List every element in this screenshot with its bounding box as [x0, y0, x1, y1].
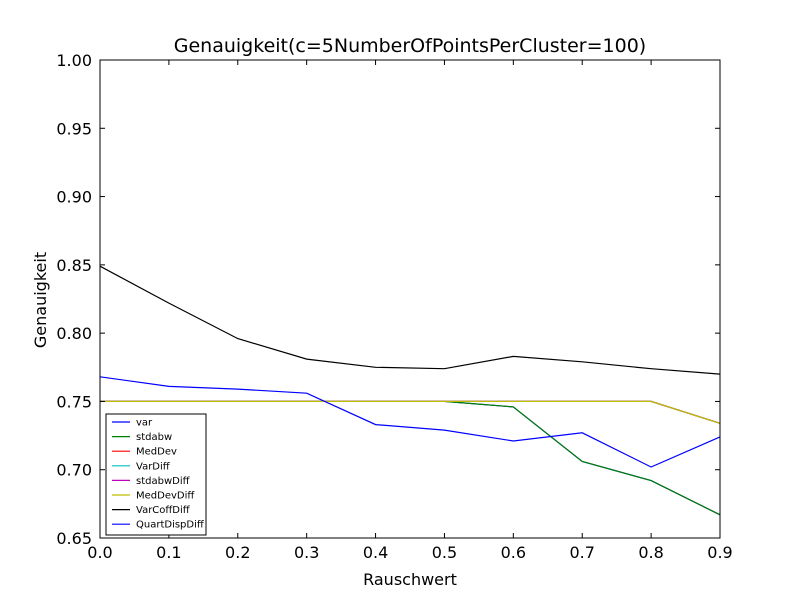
legend-label: var — [136, 418, 153, 429]
x-tick-label: 0.2 — [225, 543, 250, 562]
x-tick-label: 0.8 — [638, 543, 663, 562]
y-tick-label: 0.80 — [56, 324, 92, 343]
y-tick-label: 0.85 — [56, 256, 92, 275]
x-tick-label: 0.7 — [569, 543, 594, 562]
series-layer — [99, 265, 721, 516]
y-tick-label: 1.00 — [56, 51, 92, 70]
legend-label: VarCoffDiff — [136, 505, 191, 516]
y-tick-label: 0.75 — [56, 392, 92, 411]
y-axis-label: Genauigkeit — [31, 252, 50, 348]
legend-box — [105, 413, 207, 536]
legend-label: stdabwDiff — [136, 476, 191, 487]
legend-label: MedDev — [136, 447, 177, 458]
ticks-layer: 0.0 0.1 0.2 0.3 0.4 0.5 0.6 0.7 0.8 0.9 0.65 0.70 0.… — [56, 51, 732, 562]
series-line-6 — [100, 400, 721, 424]
x-tick-label: 0.0 — [87, 543, 112, 562]
y-tick-label: 0.95 — [56, 119, 92, 138]
x-axis-label: Rauschwert — [363, 570, 457, 589]
legend-label: QuartDispDiff — [136, 520, 205, 531]
x-tick-label: 0.3 — [294, 543, 319, 562]
legend-label: VarDiff — [136, 461, 171, 472]
y-tick-label: 0.65 — [56, 529, 92, 548]
x-tick-label: 0.6 — [501, 543, 526, 562]
series-line-7 — [99, 265, 721, 375]
plot-frame — [99, 59, 721, 539]
y-tick-label: 0.70 — [56, 461, 92, 480]
legend-label: MedDevDiff — [136, 491, 195, 502]
y-tick-label: 0.90 — [56, 188, 92, 207]
series-line-8 — [99, 376, 721, 468]
x-tick-label: 0.5 — [432, 543, 457, 562]
chart-title: Genauigkeit(c=5NumberOfPointsPerCluster=… — [174, 35, 646, 57]
x-tick-label: 0.4 — [363, 543, 388, 562]
legend: var stdabw MedDev VarDiff stdabwDiff MedDevDi… — [105, 413, 207, 536]
x-tick-label: 0.9 — [707, 543, 732, 562]
legend-label: stdabw — [136, 432, 172, 443]
x-tick-label: 0.1 — [156, 543, 181, 562]
